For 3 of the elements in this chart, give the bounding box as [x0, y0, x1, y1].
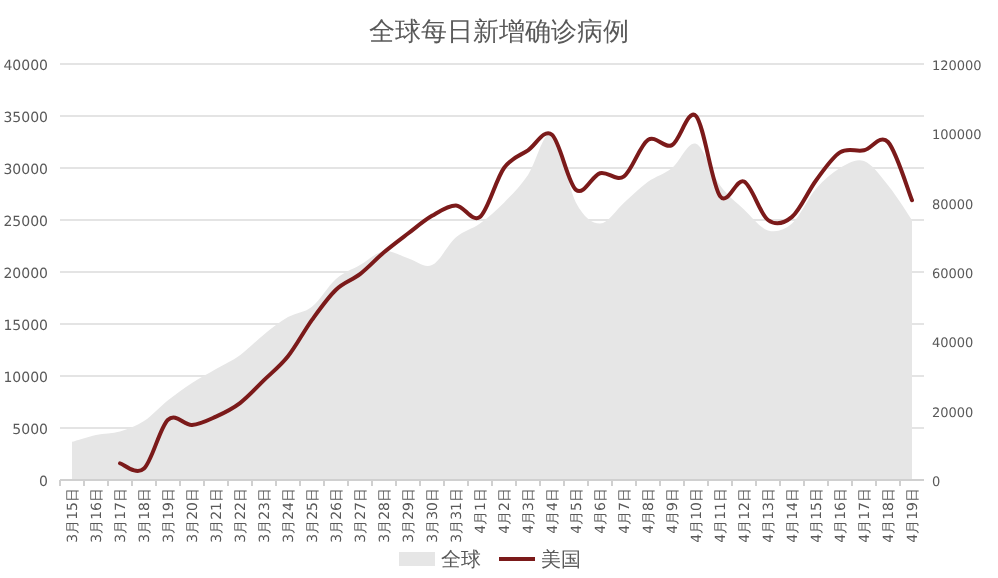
legend-label: 全球: [441, 548, 481, 572]
chart-title: 全球每日新增确诊病例: [369, 18, 629, 48]
legend-label: 美国: [541, 548, 581, 572]
